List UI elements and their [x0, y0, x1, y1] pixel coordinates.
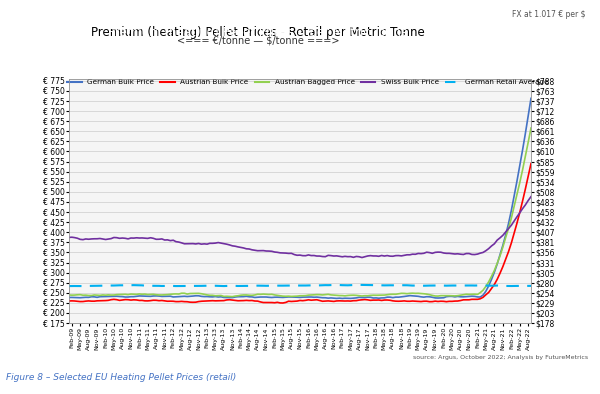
Text: Premium (heating) Pellet Prices -  per Metric Tonne: Premium (heating) Pellet Prices - per Me…: [108, 26, 408, 39]
Text: Figure 8 – Selected EU Heating Pellet Prices (retail): Figure 8 – Selected EU Heating Pellet Pr…: [6, 373, 236, 382]
Text: Premium (heating) Pellet Prices - Retail per Metric Tonne: Premium (heating) Pellet Prices - Retail…: [91, 26, 425, 39]
Text: source: Argus, October 2022; Analysis by FutureMetrics: source: Argus, October 2022; Analysis by…: [413, 355, 588, 360]
Legend: German Bulk Price, Austrian Bulk Price, Austrian Bagged Price, Swiss Bulk Price,: German Bulk Price, Austrian Bulk Price, …: [64, 76, 551, 88]
Text: <=== €/tonne — $/tonne ===>: <=== €/tonne — $/tonne ===>: [177, 35, 339, 45]
Text: FX at 1.017 € per $: FX at 1.017 € per $: [511, 10, 585, 19]
